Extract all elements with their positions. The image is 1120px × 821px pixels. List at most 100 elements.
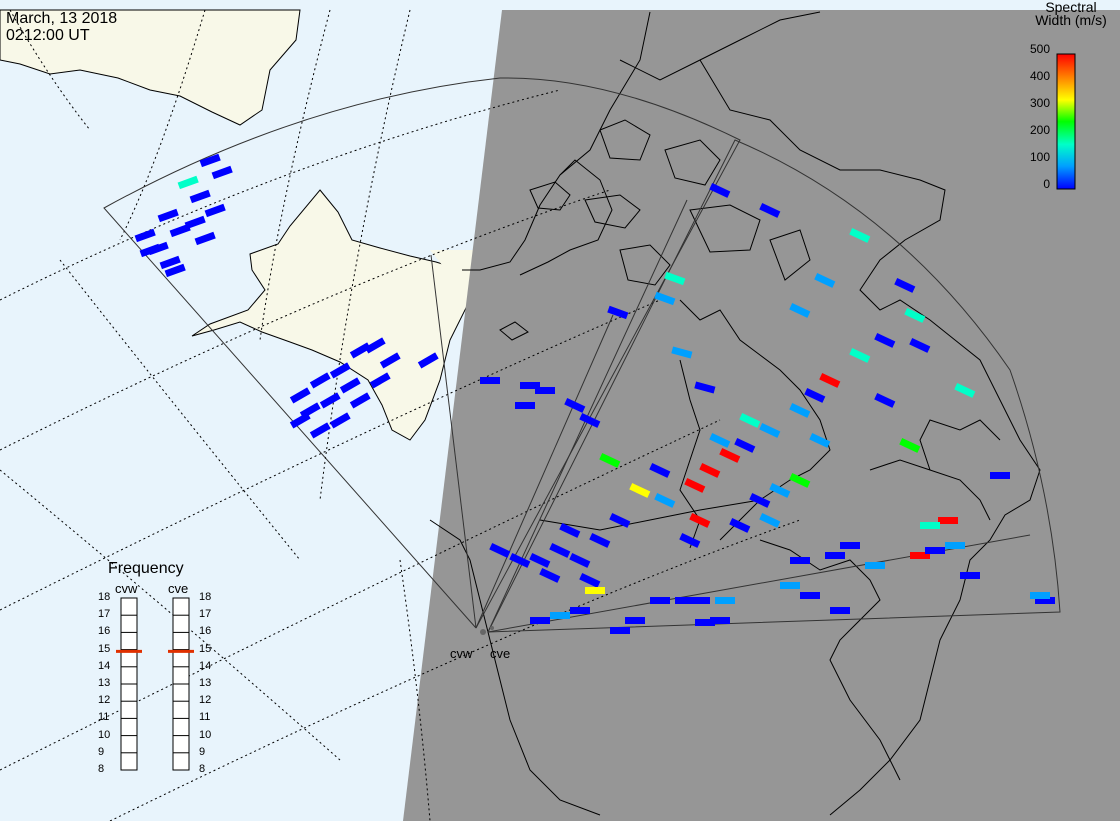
echo-cell	[535, 387, 555, 394]
echo-cell	[769, 483, 791, 498]
echo-cell	[609, 513, 631, 528]
echo-cell	[570, 607, 590, 614]
echo-cell	[938, 517, 958, 524]
echo-cell	[579, 573, 601, 588]
echo-cell	[309, 372, 331, 389]
echo-cell	[675, 597, 695, 604]
freq-tick-left: 15	[98, 642, 111, 655]
arctic-islands	[499, 119, 811, 341]
echo-cell	[349, 342, 371, 359]
echo-cell	[329, 412, 351, 429]
colorbar-tick: 300	[1029, 96, 1050, 110]
echo-cell	[789, 303, 811, 318]
echo-cell	[564, 398, 586, 413]
echo-cell	[874, 393, 896, 408]
echo-cell	[689, 513, 711, 528]
echo-cell	[759, 203, 781, 218]
echo-cell	[920, 522, 940, 529]
echo-cell	[819, 373, 841, 388]
echo-cell	[585, 587, 605, 594]
echo-cell	[849, 348, 871, 363]
colorbar-tick: 0	[1043, 177, 1050, 191]
freq-tick-right: 12	[199, 694, 212, 707]
echo-cell	[169, 223, 191, 238]
echo-cell	[684, 478, 706, 493]
echo-cell	[309, 422, 331, 439]
freq-tick-left: 13	[98, 677, 111, 689]
date-label: March, 13 2018	[6, 10, 118, 27]
echo-cell	[849, 228, 871, 243]
echo-cell	[329, 362, 351, 379]
freq-tick-left: 12	[98, 694, 111, 707]
colorbar-tick: 200	[1029, 123, 1050, 137]
echo-cell	[654, 291, 676, 306]
coastlines	[429, 11, 1041, 816]
echo-cell	[780, 582, 800, 589]
colorbar-tick: 500	[1029, 42, 1050, 56]
echo-cell	[789, 473, 811, 488]
freq-tick-left: 16	[98, 625, 111, 638]
echo-cell	[184, 215, 206, 230]
echo-cell	[814, 273, 836, 288]
echo-cell	[520, 382, 540, 389]
echo-cell	[204, 203, 226, 218]
echo-cell	[709, 183, 731, 198]
echo-cell	[960, 572, 980, 579]
echo-cell	[695, 619, 715, 626]
colorbar-unit: Width (m/s)	[1035, 12, 1107, 28]
echo-cell	[629, 483, 651, 498]
fov-cve	[487, 139, 1061, 633]
echo-cell	[515, 402, 535, 409]
echo-cell	[671, 346, 693, 359]
freq-tick-right: 17	[199, 608, 212, 621]
echo-cell	[840, 542, 860, 549]
echo-cell	[759, 513, 781, 528]
echo-cell	[945, 542, 965, 549]
echo-cell	[164, 263, 186, 278]
colorbar-title: Spectral	[1045, 0, 1097, 15]
echo-cell	[211, 165, 233, 180]
echo-cell	[739, 413, 761, 428]
echo-cell	[349, 392, 371, 409]
radar-site-cve	[490, 626, 494, 630]
colorbar	[1056, 53, 1076, 190]
echo-cell	[679, 533, 701, 548]
echo-cell	[649, 463, 671, 478]
frequency-title: Frequency	[108, 560, 184, 577]
freq-tick-right: 18	[199, 591, 212, 603]
freq-tick-right: 10	[199, 728, 212, 741]
freq-tick-right: 8	[199, 763, 206, 775]
echo-cell	[379, 352, 401, 369]
echo-cell	[480, 377, 500, 384]
frequency-panel	[116, 597, 194, 771]
echo-cell	[830, 607, 850, 614]
freq-tick-right: 13	[199, 677, 212, 689]
colorbar-tick: 400	[1029, 69, 1050, 83]
freq-tick-right: 15	[199, 642, 212, 655]
echo-layer	[134, 153, 1055, 634]
echo-cell	[790, 557, 810, 564]
echo-cell	[734, 438, 756, 453]
echo-cell	[159, 255, 181, 270]
echo-cell	[550, 612, 570, 619]
echo-cell	[569, 553, 591, 568]
echo-cell	[289, 412, 311, 429]
echo-cell	[199, 153, 221, 168]
freq-radar-name-cve: cve	[168, 581, 189, 596]
echo-cell	[650, 597, 670, 604]
echo-cell	[715, 597, 735, 604]
freq-tick-left: 14	[98, 659, 111, 672]
echo-cell	[177, 175, 199, 190]
echo-cell	[910, 552, 930, 559]
echo-cell	[194, 231, 216, 246]
echo-cell	[529, 553, 551, 568]
freq-radar-name-cvw: cvw	[115, 581, 138, 596]
echo-cell	[599, 453, 621, 468]
radar-site-cvw	[480, 629, 486, 635]
echo-cell	[925, 547, 945, 554]
echo-cell	[749, 493, 771, 508]
fov-cvw	[103, 77, 741, 629]
echo-cell	[694, 381, 716, 394]
echo-cell	[417, 352, 439, 369]
